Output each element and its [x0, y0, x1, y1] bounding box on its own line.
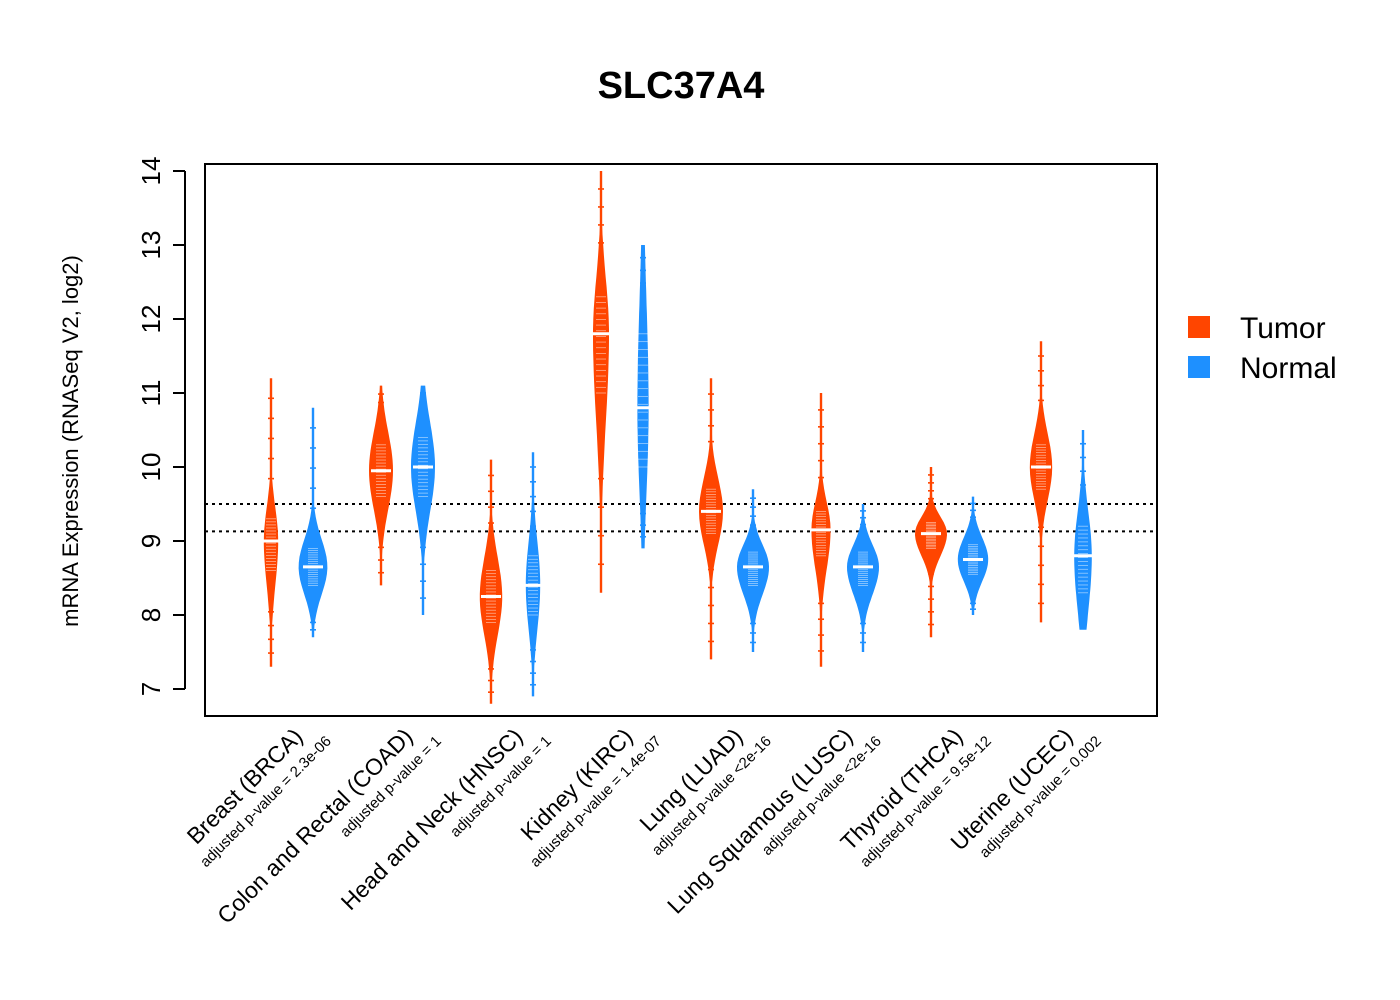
- tumor-violin: [261, 378, 281, 667]
- normal-violin: [847, 504, 879, 652]
- tumor-violin: [1029, 341, 1053, 623]
- legend-tumor-label: Tumor: [1240, 312, 1326, 345]
- x-axis-labels: Breast (BRCA)adjusted p-value = 2.3e-06C…: [182, 723, 1105, 928]
- y-tick-label: 11: [136, 380, 166, 407]
- y-tick-label: 9: [136, 534, 166, 548]
- y-tick-label: 8: [136, 608, 166, 622]
- legend-normal-label: Normal: [1240, 352, 1337, 385]
- y-tick-label: 12: [136, 305, 166, 334]
- plot-frame: [204, 163, 1158, 717]
- normal-violin: [1073, 430, 1093, 630]
- normal-violin: [737, 489, 769, 652]
- normal-violin: [523, 452, 543, 697]
- y-tick-label: 7: [136, 682, 166, 696]
- tumor-violin: [479, 459, 503, 704]
- tumor-violin: [915, 467, 947, 638]
- normal-violin: [633, 245, 653, 549]
- tumor-violin: [811, 393, 831, 667]
- normal-violin: [411, 385, 435, 615]
- chart-title: SLC37A4: [598, 65, 765, 107]
- legend: Tumor Normal: [1188, 312, 1337, 385]
- y-axis-label: mRNA Expression (RNASeq V2, log2): [58, 255, 83, 627]
- tumor-violin: [699, 378, 723, 660]
- plot-area: [205, 171, 1157, 704]
- tumor-violin: [369, 385, 393, 586]
- legend-normal-swatch: [1188, 356, 1210, 378]
- tumor-violin: [591, 171, 611, 593]
- y-tick-label: 14: [136, 157, 166, 186]
- y-tick-label: 13: [136, 231, 166, 260]
- normal-violin: [957, 496, 989, 615]
- y-tick-label: 10: [136, 453, 166, 482]
- y-axis: 7 8 9 10 11 12 13 14: [136, 157, 186, 696]
- legend-tumor-swatch: [1188, 316, 1210, 338]
- normal-violin: [298, 407, 328, 638]
